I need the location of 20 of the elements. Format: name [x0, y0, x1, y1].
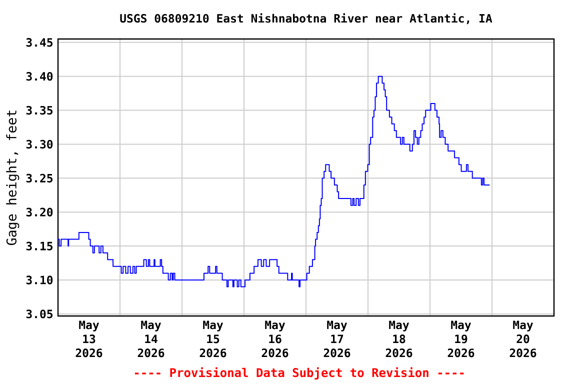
x-tick-label: May 18 2026 — [386, 320, 412, 358]
x-tick-label: May 17 2026 — [324, 320, 350, 358]
y-tick-label: 3.35 — [26, 106, 53, 115]
x-tick-label: May 19 2026 — [448, 320, 474, 358]
y-tick-label: 3.30 — [26, 140, 53, 149]
y-tick-label: 3.20 — [26, 208, 53, 216]
y-tick-label: 3.40 — [26, 72, 53, 81]
y-tick-label: 3.05 — [26, 310, 53, 318]
x-tick-label: May 14 2026 — [138, 320, 164, 358]
chart-title: USGS 06809210 East Nishnabotna River near Atlantic, IA — [120, 13, 492, 24]
x-tick-label: May 20 2026 — [510, 320, 536, 358]
y-tick-label: 3.45 — [26, 38, 53, 47]
x-tick-label: May 16 2026 — [262, 320, 288, 358]
y-tick-label: 3.25 — [26, 174, 53, 183]
x-tick-label: May 13 2026 — [76, 320, 102, 358]
x-tick-label: May 15 2026 — [200, 320, 226, 358]
y-tick-label: 3.15 — [26, 242, 53, 250]
y-tick-label: 3.10 — [26, 276, 53, 284]
y-axis-title: Gage height, feet — [6, 110, 20, 246]
text: ---- Provisional Data Subject to Revision ---- — [134, 367, 464, 380]
